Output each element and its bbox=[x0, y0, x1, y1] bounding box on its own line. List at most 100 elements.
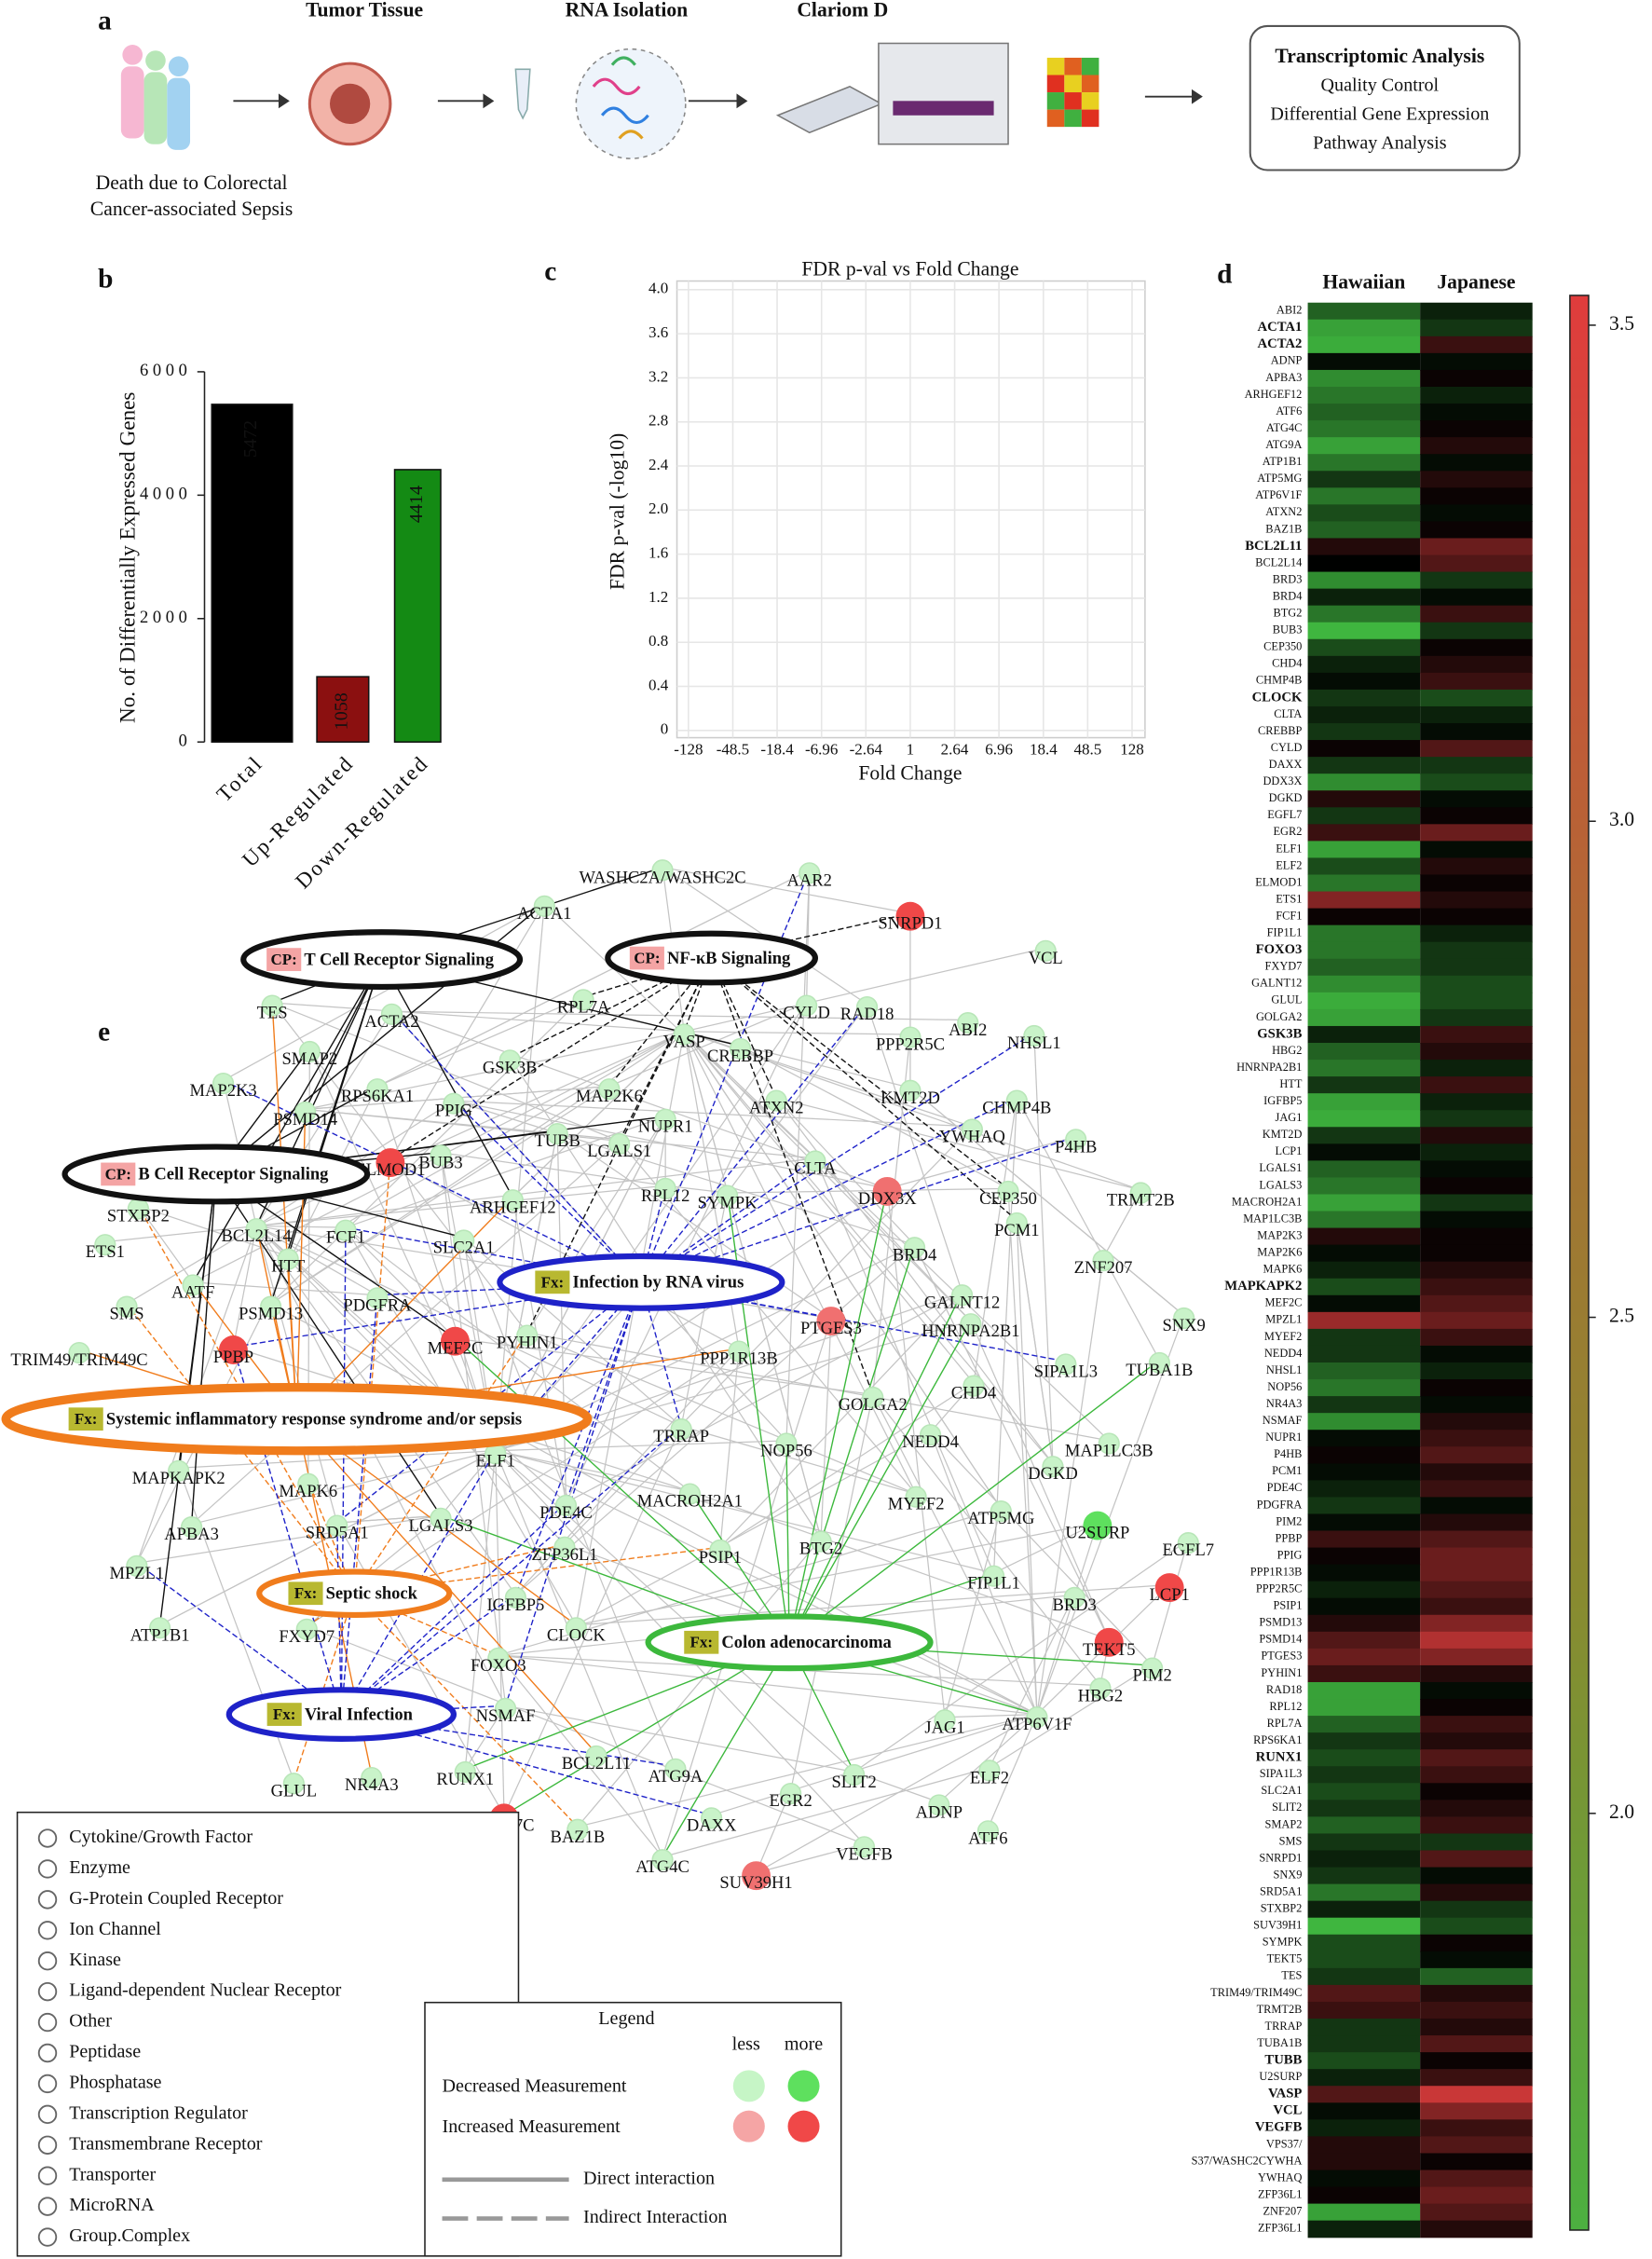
heat-cell bbox=[1307, 1547, 1421, 1566]
edge bbox=[270, 996, 584, 1305]
row-label: VCL bbox=[1273, 2103, 1302, 2118]
prefix-box bbox=[266, 948, 302, 971]
row-label: SYMPK bbox=[1263, 1936, 1303, 1949]
heat-cell bbox=[1307, 1261, 1421, 1280]
edge bbox=[255, 1225, 566, 1545]
heat-cell bbox=[1420, 1194, 1533, 1212]
function-edge bbox=[345, 1226, 641, 1283]
function-prefix: CP: bbox=[271, 951, 297, 968]
node bbox=[990, 1500, 1012, 1523]
heat-cell bbox=[1420, 1614, 1533, 1633]
heat-cell bbox=[1420, 1530, 1533, 1549]
heat-cell bbox=[1307, 908, 1421, 926]
function-edge bbox=[640, 1032, 1035, 1283]
legend-item: Cytokine/Growth Factor bbox=[69, 1827, 253, 1847]
heat-cell bbox=[1420, 504, 1533, 523]
heat-cell bbox=[1420, 1513, 1533, 1532]
function-label: Colon adenocarcinoma bbox=[721, 1633, 891, 1652]
heat-cell bbox=[1420, 992, 1533, 1010]
panel-letter: d bbox=[1217, 260, 1232, 290]
x-axis-label: Fold Change bbox=[858, 762, 962, 785]
edge bbox=[495, 1450, 994, 1574]
edge bbox=[126, 1225, 257, 1305]
heat-cell bbox=[1307, 723, 1421, 741]
heat-cell bbox=[1420, 1143, 1533, 1161]
node-label: SIPA1L3 bbox=[1034, 1362, 1098, 1381]
legend-row: Decreased Measurement bbox=[443, 2076, 627, 2097]
edge bbox=[440, 1152, 666, 1186]
node bbox=[1154, 1573, 1184, 1603]
edge bbox=[565, 1002, 808, 1503]
node-label: NSMAF bbox=[476, 1706, 536, 1726]
row-label: NUPR1 bbox=[1265, 1431, 1302, 1444]
edge bbox=[970, 1321, 1110, 1640]
heat-cell bbox=[1420, 2220, 1533, 2238]
row-label: S37/WASHC2CYWHA bbox=[1192, 2154, 1303, 2167]
node-label: IGFBP5 bbox=[486, 1595, 544, 1615]
edge bbox=[512, 1031, 685, 1198]
x-tick-label: -6.96 bbox=[805, 740, 838, 758]
row-label: PPBP bbox=[1276, 1531, 1303, 1544]
row-label: ATG4C bbox=[1266, 421, 1302, 434]
node bbox=[297, 1472, 320, 1495]
node-label: VCL bbox=[1029, 949, 1063, 968]
heat-cell bbox=[1420, 319, 1533, 337]
y-tick-label: 4.0 bbox=[649, 280, 668, 297]
legend-icon bbox=[37, 2104, 58, 2125]
x-tick-label: 18.4 bbox=[1030, 740, 1058, 758]
heat-cell bbox=[1307, 638, 1421, 657]
node bbox=[1177, 1532, 1199, 1554]
heat-cell bbox=[1420, 571, 1533, 590]
heat-cell bbox=[1420, 672, 1533, 691]
heat-cell bbox=[1420, 1294, 1533, 1313]
node bbox=[180, 1516, 203, 1539]
heat-cell bbox=[1307, 1681, 1421, 1700]
heat-cell bbox=[1420, 1984, 1533, 2003]
edge bbox=[1007, 1188, 1038, 1715]
heat-cell bbox=[1307, 655, 1421, 674]
prefix-box bbox=[288, 1581, 323, 1606]
node bbox=[950, 1284, 974, 1307]
heat-cell bbox=[1420, 705, 1533, 724]
node bbox=[375, 1148, 405, 1178]
function-edge bbox=[269, 959, 383, 1305]
edge bbox=[223, 902, 545, 1081]
row-label: NR4A3 bbox=[1266, 1397, 1302, 1410]
function-edge bbox=[640, 1097, 1017, 1283]
legend-icon bbox=[37, 2166, 58, 2185]
row-label: MEF2C bbox=[1265, 1296, 1303, 1309]
node-label: TRIM49/TRIM49C bbox=[10, 1350, 147, 1370]
colorbar-label: 2.0 bbox=[1609, 1800, 1634, 1823]
heat-cell bbox=[1307, 1379, 1421, 1397]
caption: Cancer-associated Sepsis bbox=[90, 198, 294, 220]
edge bbox=[526, 1332, 917, 1495]
heat-cell bbox=[1307, 471, 1421, 488]
heat-cell bbox=[1420, 369, 1533, 388]
heat-cell bbox=[1307, 1430, 1421, 1447]
heat-cell bbox=[1307, 1194, 1421, 1212]
node bbox=[1034, 939, 1057, 962]
node bbox=[654, 1177, 676, 1199]
heat-cell bbox=[1420, 2001, 1533, 2019]
node-label: PPP1R13B bbox=[700, 1349, 777, 1369]
heat-cell bbox=[1307, 1413, 1421, 1431]
node-label: SMS bbox=[109, 1305, 143, 1324]
heat-cell bbox=[1420, 908, 1533, 926]
heat-cell bbox=[1420, 1025, 1533, 1044]
row-label: PSMD14 bbox=[1259, 1633, 1302, 1646]
node bbox=[1089, 1677, 1112, 1700]
function-edge bbox=[785, 1440, 790, 1643]
edge bbox=[307, 1625, 865, 1845]
edge bbox=[256, 1157, 815, 1227]
heat-cell bbox=[1307, 1850, 1421, 1869]
function-ellipse bbox=[605, 930, 818, 986]
node bbox=[295, 1618, 318, 1640]
node bbox=[585, 1745, 608, 1768]
legend-icon bbox=[37, 1890, 58, 1910]
heat-cell bbox=[1420, 1362, 1533, 1380]
node-label: MAPK6 bbox=[279, 1482, 337, 1501]
function-ellipse bbox=[645, 1613, 934, 1672]
edge bbox=[495, 1450, 1038, 1716]
row-label: EGR2 bbox=[1273, 825, 1302, 838]
edge bbox=[255, 1225, 682, 1427]
